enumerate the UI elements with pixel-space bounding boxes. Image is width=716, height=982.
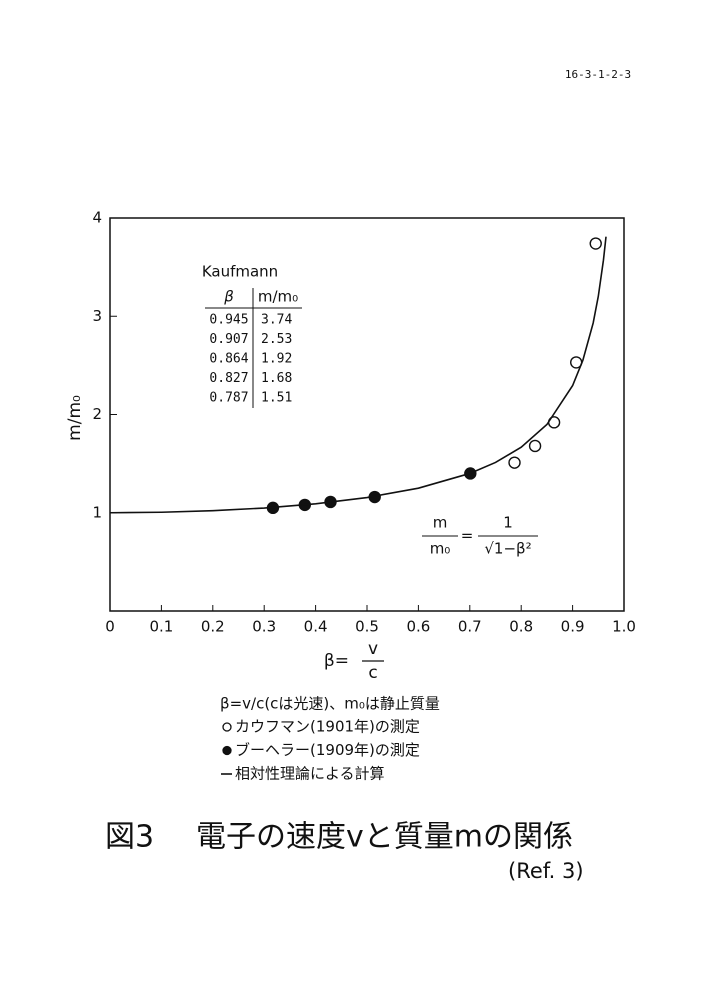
y-tick-label: 4 bbox=[92, 209, 102, 227]
theory-curve bbox=[109, 236, 607, 514]
y-tick-label: 3 bbox=[92, 307, 102, 325]
formula-part: √1−β² bbox=[484, 540, 531, 558]
x-tick-label: 0.7 bbox=[458, 618, 482, 636]
table-cell: 1.68 bbox=[261, 371, 292, 386]
table-cell: 1.51 bbox=[261, 391, 292, 406]
table-cell: 0.787 bbox=[209, 391, 248, 406]
x-tick-label: 0.8 bbox=[509, 618, 533, 636]
x-tick-label: 0.6 bbox=[406, 618, 430, 636]
caption-title: 電子の速度vと質量mの関係 bbox=[196, 820, 573, 855]
table-cell: 0.827 bbox=[209, 371, 248, 386]
table-cell: 0.945 bbox=[209, 313, 248, 328]
table-header: m/m₀ bbox=[258, 288, 298, 306]
x-label-left: β= bbox=[324, 651, 349, 671]
y-tick-label: 2 bbox=[92, 405, 102, 423]
x-tick-label: 0.5 bbox=[355, 618, 379, 636]
legend-symbol bbox=[222, 745, 232, 756]
table-cell: 2.53 bbox=[261, 332, 292, 347]
page-id: 16-3-1-2-3 bbox=[565, 68, 631, 81]
x-tick-label: 0.1 bbox=[149, 618, 173, 636]
data-point bbox=[508, 456, 521, 469]
formula-part: 1 bbox=[503, 514, 513, 532]
x-tick-label: 0 bbox=[105, 618, 115, 636]
legend-label: ブーヘラー(1909年)の測定 bbox=[235, 741, 420, 759]
x-label-numerator: v bbox=[368, 639, 378, 659]
legend-label: カウフマン(1901年)の測定 bbox=[235, 718, 420, 736]
plot-frame bbox=[109, 217, 625, 612]
caption-ref: (Ref. 3) bbox=[508, 859, 584, 883]
x-tick-label: 0.3 bbox=[252, 618, 276, 636]
x-label-denominator: c bbox=[368, 663, 377, 683]
x-tick-label: 0.9 bbox=[561, 618, 585, 636]
table-title: Kaufmann bbox=[202, 263, 278, 281]
data-point bbox=[528, 439, 542, 453]
x-tick-label: 0.4 bbox=[304, 618, 328, 636]
x-tick-label: 1.0 bbox=[612, 618, 636, 636]
note: β=v/c(cは光速)、m₀は静止質量 bbox=[220, 695, 440, 713]
table-cell: 0.907 bbox=[209, 332, 248, 347]
table-cell: 1.92 bbox=[261, 352, 292, 367]
formula-part: m₀ bbox=[430, 540, 451, 558]
legend-label: 相対性理論による計算 bbox=[235, 765, 385, 783]
y-tick-label: 1 bbox=[92, 503, 102, 521]
legend-symbol bbox=[222, 722, 232, 732]
table-cell: 3.74 bbox=[261, 313, 292, 328]
formula-part: = bbox=[461, 527, 474, 545]
caption-figure: 図3 bbox=[105, 820, 154, 855]
table-cell: 0.864 bbox=[209, 352, 248, 367]
x-tick-label: 0.2 bbox=[201, 618, 225, 636]
table-header: β bbox=[223, 288, 234, 306]
y-axis-label: m/m₀ bbox=[65, 395, 85, 441]
formula-part: m bbox=[433, 514, 448, 532]
data-point bbox=[589, 237, 602, 250]
